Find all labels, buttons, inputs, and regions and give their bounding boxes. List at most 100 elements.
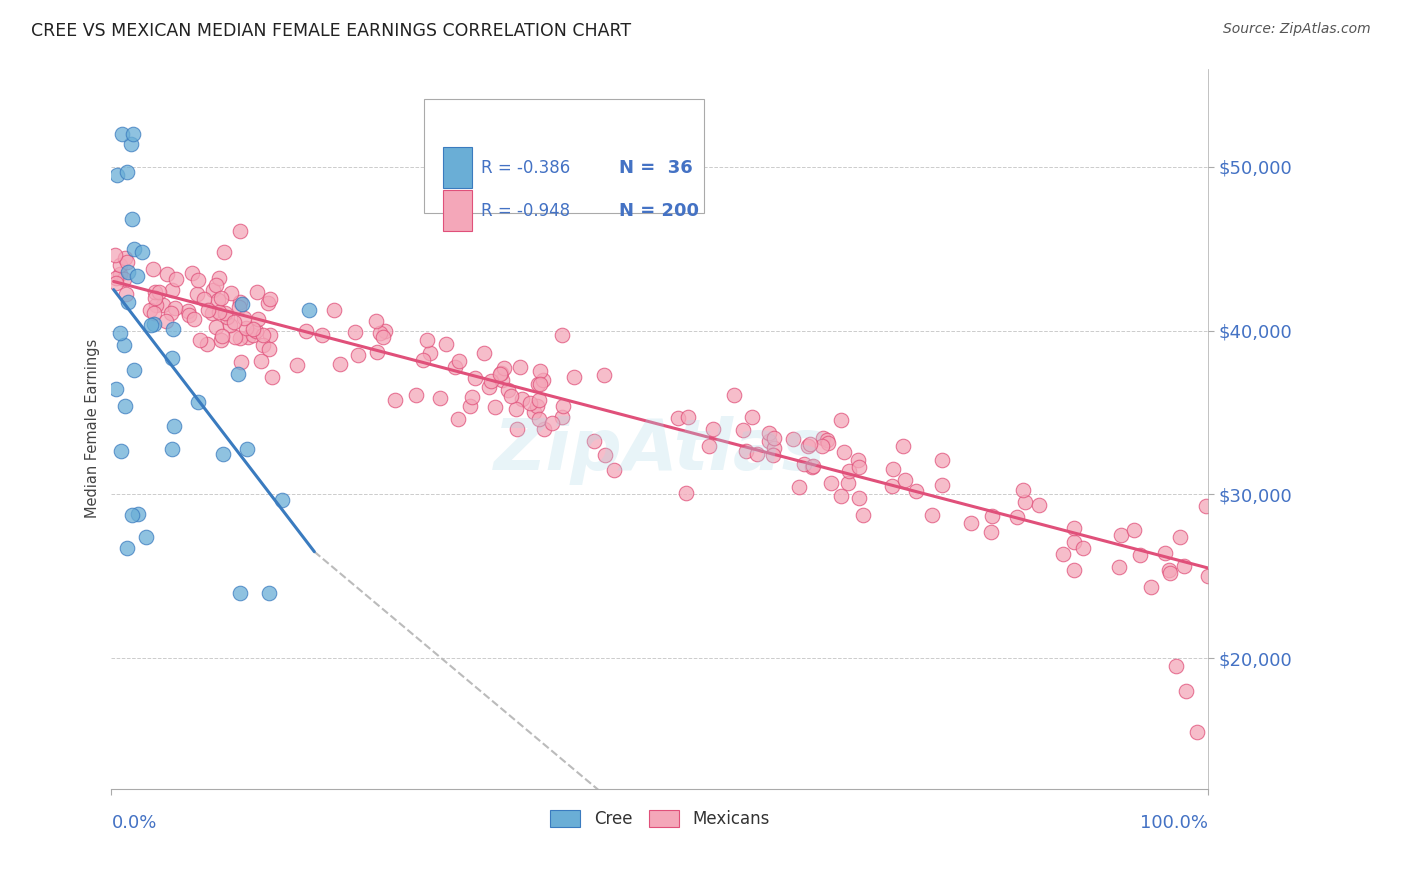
Point [205,320,228,334]
Point [257,585,280,599]
Point [478,380,501,394]
Point [183,311,205,326]
Point [529,364,551,378]
Point [697,438,720,452]
Point [105,382,128,396]
Point [329,357,352,371]
Point [745,447,768,461]
Point [384,393,406,408]
Point [758,425,780,440]
Point [259,328,281,343]
Point [207,305,229,319]
Point [162,283,184,297]
Point [801,459,824,474]
Point [675,485,697,500]
Point [187,394,209,409]
Point [1052,547,1074,561]
Point [458,399,481,413]
Point [523,404,546,418]
Point [209,291,232,305]
Point [112,271,135,285]
Point [207,293,229,308]
Point [228,585,250,599]
Point [444,360,467,375]
Point [762,449,785,463]
Point [830,413,852,427]
Point [800,459,823,474]
Point [1108,559,1130,574]
Point [114,399,136,413]
Text: N =  36: N = 36 [619,159,693,177]
Point [811,439,834,453]
Point [434,337,457,351]
Point [235,321,257,335]
Point [112,337,135,351]
Point [894,473,917,487]
Point [676,409,699,424]
Point [110,127,132,141]
Point [152,298,174,312]
Point [115,165,138,179]
Point [848,459,870,474]
Point [447,412,470,426]
Point [108,326,131,340]
Point [848,491,870,506]
Point [852,508,875,522]
Point [121,508,143,522]
Text: 0.0%: 0.0% [111,814,157,831]
Point [201,283,224,297]
Point [187,273,209,287]
Point [162,322,184,336]
Point [1197,569,1219,583]
Point [550,328,572,343]
Y-axis label: Median Female Earnings: Median Female Earnings [86,339,100,518]
Point [195,337,218,351]
Point [229,295,252,310]
Point [509,360,531,375]
Point [592,368,614,382]
Point [501,389,523,403]
Point [960,516,983,530]
Point [121,211,143,226]
Point [114,251,136,265]
Point [143,285,166,299]
Point [366,345,388,359]
Text: CREE VS MEXICAN MEDIAN FEMALE EARNINGS CORRELATION CHART: CREE VS MEXICAN MEDIAN FEMALE EARNINGS C… [31,22,631,40]
Point [1195,500,1218,514]
Point [494,360,516,375]
Point [212,447,235,461]
Point [593,448,616,462]
Point [797,439,820,453]
Point [702,422,724,436]
Point [815,433,838,447]
Point [214,244,236,259]
Point [257,342,280,356]
Point [246,311,269,326]
Point [1175,684,1198,698]
Point [484,401,506,415]
Point [117,265,139,279]
Point [931,452,953,467]
Point [122,362,145,376]
Point [1168,531,1191,545]
Point [246,285,269,299]
Point [209,333,232,347]
Point [298,303,321,318]
Legend: Cree, Mexicans: Cree, Mexicans [544,804,776,835]
Point [229,355,252,369]
Point [236,330,259,344]
Point [259,292,281,306]
Point [242,327,264,342]
Point [787,480,810,494]
Point [249,354,271,368]
Point [366,313,388,327]
Point [256,296,278,310]
Point [245,324,267,338]
Text: R = -0.386: R = -0.386 [481,159,571,177]
Point [204,277,226,292]
Point [1164,659,1187,673]
Point [141,318,163,332]
Point [846,453,869,467]
Point [108,258,131,272]
Point [489,366,512,380]
